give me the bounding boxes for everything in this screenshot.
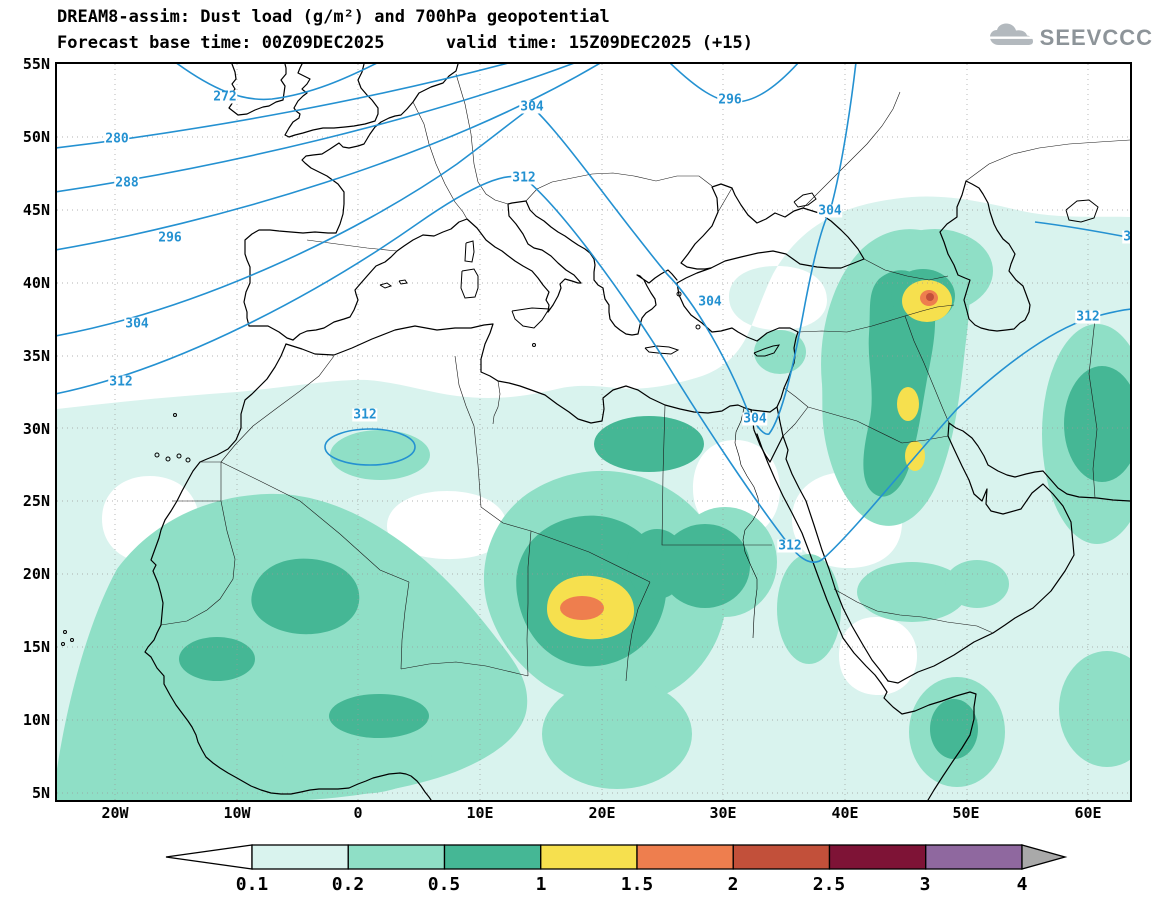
lat-tick-label: 55N (22, 55, 50, 73)
contour-label: 312 (777, 538, 803, 554)
contour-label: 272 (212, 89, 238, 105)
contour-label: 296 (717, 92, 743, 108)
colorbar-segment (540, 844, 638, 870)
map-canvas: 272 280 288 296 304 312 304 312 296 304 … (55, 62, 1132, 802)
colorbar-segment (251, 844, 349, 870)
nile-river (734, 407, 760, 639)
lon-tick-label: 10W (223, 804, 251, 822)
contour-label: 312 (511, 170, 537, 186)
coastline-layer (61, 64, 1130, 800)
lon-tick-label: 20E (588, 804, 616, 822)
lon-tick-label: 40E (831, 804, 859, 822)
cloud-logo-icon (987, 22, 1034, 53)
colorbar-tick-label: 0.1 (235, 874, 269, 895)
colorbar-tick-label: 0.2 (331, 874, 365, 895)
lat-tick-label: 45N (22, 201, 50, 219)
colorbar-segment (828, 844, 927, 870)
lon-tick-label: 20W (101, 804, 129, 822)
lat-tick-label: 10N (22, 711, 50, 729)
lat-tick-label: 25N (22, 492, 50, 510)
lon-tick-label: 60E (1074, 804, 1102, 822)
contour-label: 304 (124, 316, 150, 332)
contour-label: 312 (108, 374, 134, 390)
map-svg (57, 64, 1130, 800)
seevccc-logo: SEEVCCC (987, 22, 1153, 53)
geopotential-contour-layer (57, 64, 1130, 563)
colorbar-segment (925, 844, 1023, 870)
lat-tick-label: 15N (22, 638, 50, 656)
colorbar-segment (443, 844, 542, 870)
contour-label: 304 (1122, 230, 1130, 244)
logo-text: SEEVCCC (1039, 24, 1153, 50)
colorbar-tick-label: 2 (727, 874, 739, 895)
colorbar (165, 844, 1068, 870)
colorbar-tick-label: 1.5 (620, 874, 654, 895)
colorbar-segment (636, 844, 734, 870)
colorbar-tick-label: 4 (1016, 874, 1028, 895)
contour-label: 304 (519, 99, 545, 115)
lon-tick-label: 10E (466, 804, 494, 822)
colorbar-tick-label: 3 (919, 874, 931, 895)
page-title: DREAM8-assim: Dust load (g/m²) and 700hP… (57, 7, 610, 27)
dust-fill-layer (57, 196, 1130, 800)
lon-tick-label: 50E (952, 804, 980, 822)
lon-tick-label: 30E (709, 804, 737, 822)
lat-tick-label: 50N (22, 128, 50, 146)
lat-tick-label: 20N (22, 565, 50, 583)
colorbar-arrow-right (1021, 844, 1068, 870)
colorbar-tick-label: 0.5 (427, 874, 461, 895)
contour-label: 304 (697, 294, 723, 310)
lat-tick-label: 5N (31, 784, 50, 802)
contour-label: 304 (817, 203, 843, 219)
contour-label: 304 (742, 411, 768, 427)
small-islands (61, 291, 701, 646)
colorbar-tick-label: 2.5 (812, 874, 846, 895)
colorbar-arrow-left (165, 844, 253, 870)
contour-label: 296 (157, 230, 183, 246)
lon-tick-label: 0 (353, 804, 363, 822)
colorbar-tick-label: 1 (535, 874, 547, 895)
contour-label: 312 (1075, 309, 1101, 325)
lat-tick-label: 40N (22, 274, 50, 292)
contour-label: 288 (114, 175, 140, 191)
colorbar-segment (347, 844, 446, 870)
contour-label: 280 (104, 131, 130, 147)
page-subtitle: Forecast base time: 00Z09DEC2025 valid t… (57, 33, 753, 53)
border-layer (160, 73, 1130, 682)
colorbar-segment (732, 844, 831, 870)
lat-tick-label: 35N (22, 347, 50, 365)
lat-tick-label: 30N (22, 420, 50, 438)
contour-label: 312 (352, 407, 378, 423)
